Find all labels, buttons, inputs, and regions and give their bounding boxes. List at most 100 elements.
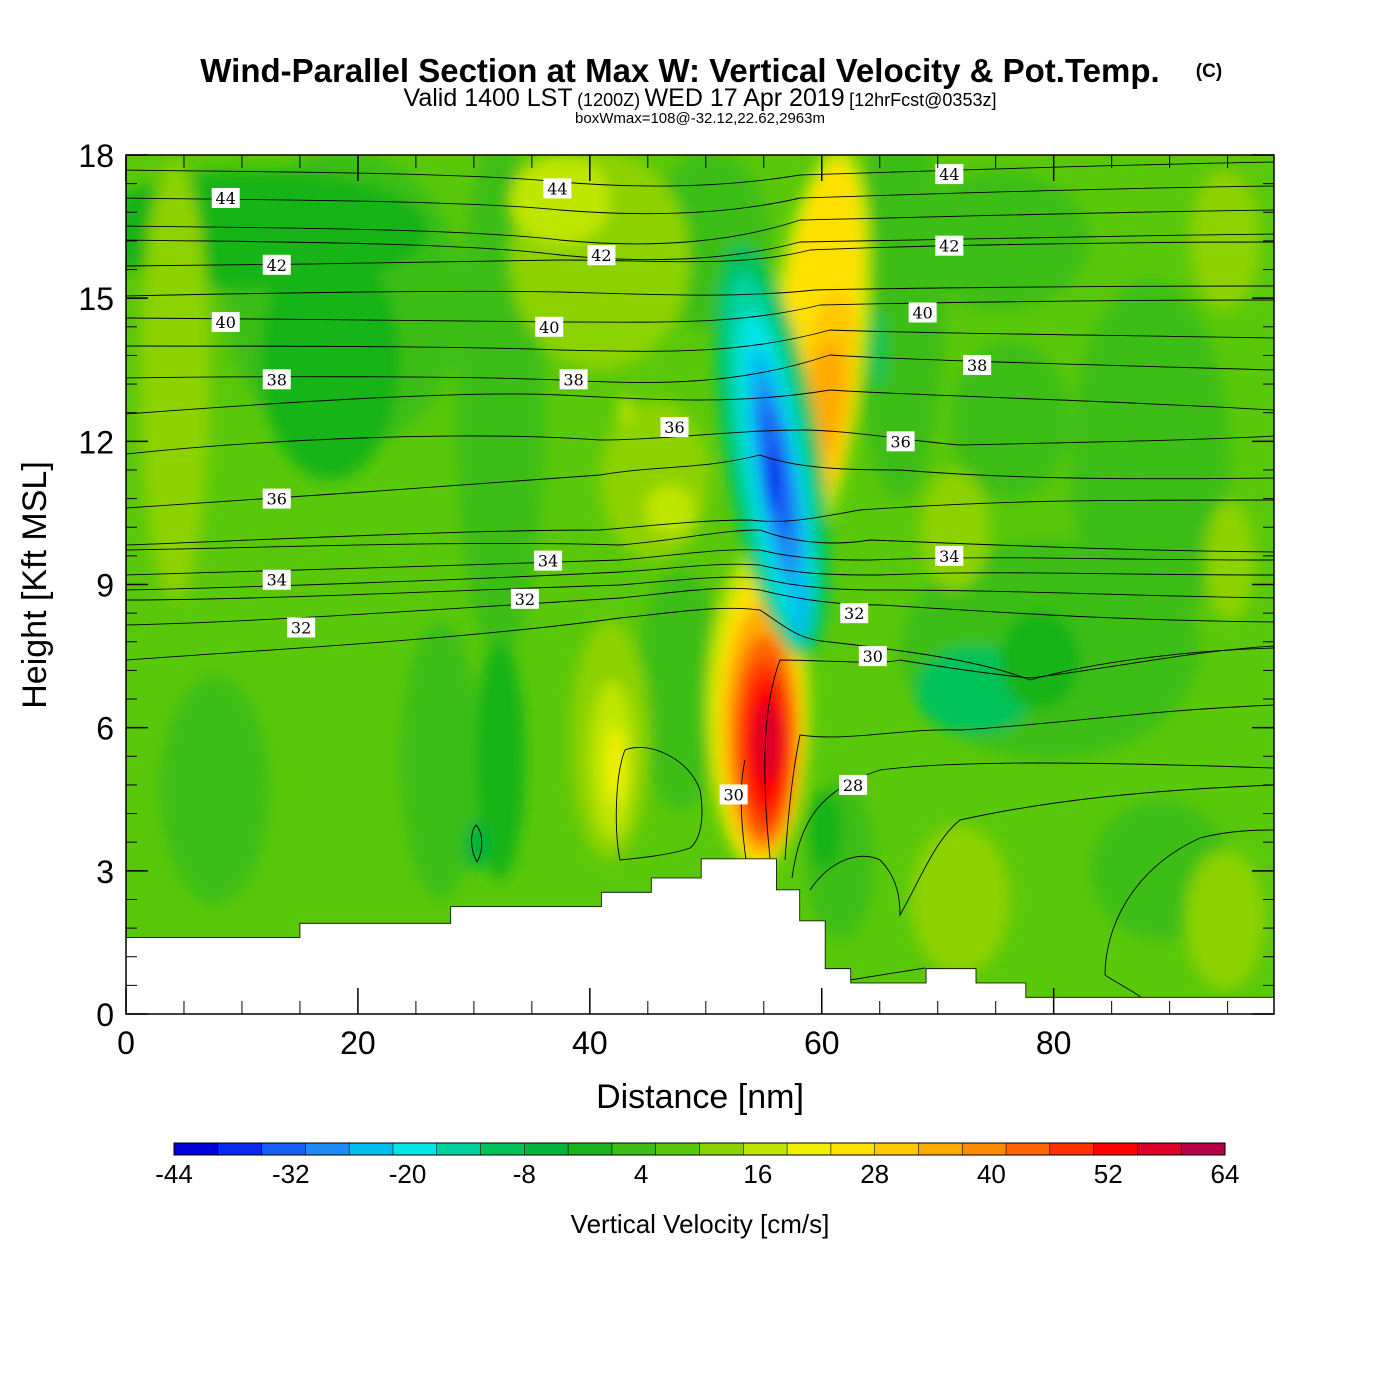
theta-contour [126, 549, 1274, 576]
field-blob [1190, 170, 1260, 310]
colorbar-tick-label: -20 [389, 1159, 427, 1189]
x-tick-label: 80 [1036, 1025, 1072, 1061]
colorbar-swatch [568, 1143, 613, 1155]
contour-label: 42 [262, 254, 291, 275]
contour-label-box [660, 417, 689, 438]
contour-label: 44 [211, 187, 240, 208]
colorbar-swatch [217, 1143, 263, 1155]
contour-label-box [719, 784, 748, 805]
field-blob [160, 675, 270, 905]
contour-label-box [262, 488, 291, 509]
colorbar-swatch [743, 1143, 788, 1155]
vertical-velocity-field [126, 155, 1274, 1014]
contour-label-box [559, 369, 588, 390]
field-blob [910, 170, 1090, 310]
field-blob [510, 155, 610, 245]
colorbar-swatch [1181, 1143, 1226, 1155]
contour-label-box [587, 245, 616, 266]
x-tick-label: 20 [340, 1025, 376, 1061]
theta-contour [849, 967, 926, 981]
field-blob [910, 825, 1010, 975]
colorbar-tick-label: 4 [634, 1159, 648, 1189]
contour-label-box [262, 569, 291, 590]
colorbar-swatch [1049, 1143, 1095, 1155]
colorbar-swatch [1006, 1143, 1051, 1155]
contour-label-text: 36 [890, 432, 910, 451]
field-blob [790, 560, 810, 640]
colorbar-tick-label: 64 [1211, 1159, 1240, 1189]
y-tick-label: 3 [96, 854, 114, 890]
colorbar-tick-label: -8 [513, 1159, 536, 1189]
theta-contour [126, 499, 1274, 546]
colorbar-swatch [874, 1143, 919, 1155]
contour-label: 40 [908, 302, 937, 323]
theta-contour [615, 746, 703, 861]
contour-label-text: 36 [267, 490, 287, 509]
contour-label-text: 28 [843, 776, 863, 795]
contour-label-box [935, 545, 964, 566]
theta-contour [126, 529, 1274, 553]
theta-contour [126, 607, 1274, 681]
theta-contour [126, 285, 1274, 297]
contour-label: 44 [935, 164, 964, 185]
contour-label: 38 [559, 369, 588, 390]
contour-label: 40 [535, 316, 564, 337]
chart-title: Wind-Parallel Section at Max W: Vertical… [200, 52, 1159, 89]
theta-contour [126, 429, 1274, 455]
x-tick-label: 40 [572, 1025, 608, 1061]
contour-label-text: 40 [216, 313, 236, 332]
contour-label-box [886, 431, 915, 452]
theta-contour [126, 576, 1274, 601]
contour-label-box [510, 588, 539, 609]
theta-contour [126, 161, 1274, 187]
field-blob [260, 240, 400, 480]
theta-contour [1104, 829, 1274, 976]
theta-contour [126, 354, 1274, 383]
theta-contour [126, 389, 1274, 415]
colorbar-swatch [1137, 1143, 1182, 1155]
contour-label-box [908, 302, 937, 323]
field-blob [807, 790, 843, 870]
contour-label-box [858, 646, 887, 667]
colorbar-swatch [962, 1143, 1007, 1155]
contour-label-text: 32 [515, 590, 535, 609]
theta-contour [809, 784, 1274, 917]
field-blob [1185, 850, 1265, 990]
valid-prefix: Valid 1400 LST [404, 84, 573, 112]
contour-label: 38 [963, 354, 992, 375]
contour-label-text: 40 [912, 303, 932, 322]
contour-label-box [840, 603, 869, 624]
valid-time-line: Valid 1400 LST (1200Z) WED 17 Apr 2019 [… [404, 84, 997, 112]
colorbar-swatch [261, 1143, 306, 1155]
field-blob [645, 485, 695, 535]
contour-label: 28 [839, 774, 868, 795]
contour-label-text: 42 [267, 256, 287, 275]
colorbar-tick-label: 28 [860, 1159, 889, 1189]
contour-label-text: 36 [664, 418, 684, 437]
contour-label: 32 [287, 617, 316, 638]
contour-label-text: 38 [267, 370, 287, 389]
contour-label-text: 32 [844, 604, 864, 623]
valid-date: WED 17 Apr 2019 [645, 84, 845, 112]
colorbar-swatch [349, 1143, 394, 1155]
field-blob [870, 310, 886, 390]
theta-contours [126, 161, 1274, 999]
contour-label-box [211, 187, 240, 208]
colorbar-swatch [655, 1143, 700, 1155]
contour-label-text: 34 [939, 547, 959, 566]
colorbar-swatch [524, 1143, 569, 1155]
colorbar-swatch [611, 1143, 657, 1155]
contour-label: 36 [262, 488, 291, 509]
colorbar-swatch [480, 1143, 525, 1155]
theta-contour [126, 329, 1274, 352]
contour-label-box [535, 316, 564, 337]
contour-label-text: 44 [216, 189, 236, 208]
contour-label: 32 [840, 603, 869, 624]
contour-label-text: 42 [939, 237, 959, 256]
y-tick-label: 18 [78, 138, 114, 174]
colorbar-tick-label: -44 [155, 1159, 193, 1189]
y-axis-label: Height [Kft MSL] [16, 461, 54, 709]
contour-label-text: 34 [538, 552, 558, 571]
